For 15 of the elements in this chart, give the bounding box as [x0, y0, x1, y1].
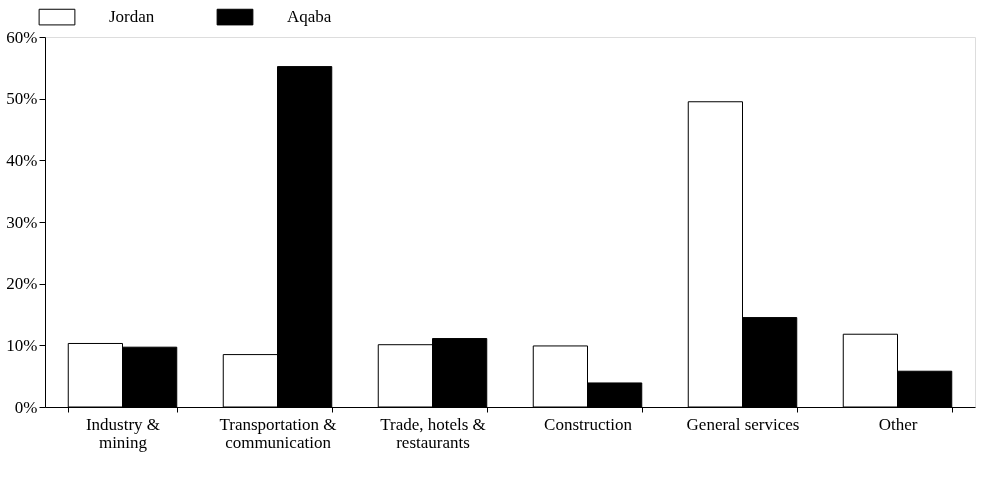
- y-tick-label: 40%: [6, 150, 38, 170]
- y-tick-label: 60%: [6, 27, 38, 47]
- x-tick-label: General services: [686, 414, 800, 434]
- y-tick-label: 0%: [14, 397, 38, 417]
- x-tick-label: Construction: [544, 414, 633, 434]
- legend-label: Aqaba: [287, 7, 332, 27]
- x-tick-label: Trade, hotels & restaurants: [380, 414, 486, 452]
- y-tick-label: 20%: [6, 274, 38, 294]
- y-tick-label: 30%: [6, 212, 38, 232]
- y-tick-label: 50%: [6, 89, 38, 109]
- x-tick-label: Industry & mining: [85, 414, 161, 452]
- x-tick-label: Other: [878, 414, 918, 434]
- legend-label: Jordan: [109, 7, 155, 27]
- y-tick-label: 10%: [6, 335, 38, 355]
- x-tick-label: Transportation & communication: [219, 414, 337, 452]
